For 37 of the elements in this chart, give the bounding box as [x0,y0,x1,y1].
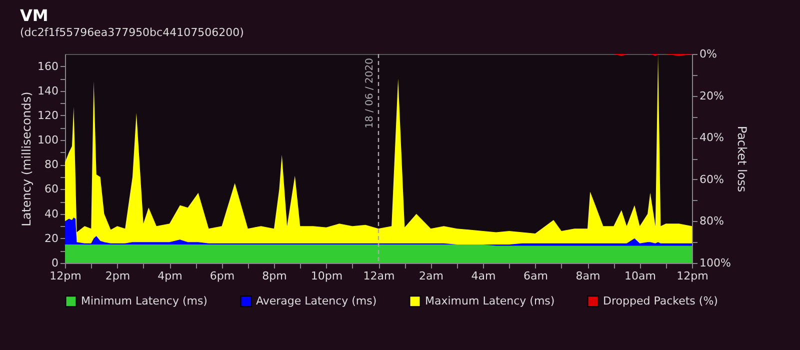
y-tick-label: 140 [38,84,58,98]
y-tick-label: 100 [38,134,58,147]
chart-title: VM [20,6,48,25]
legend-label: Average Latency (ms) [256,294,377,308]
x-tick-label: 8pm [262,270,287,282]
y-tick-label: 20 [44,232,58,245]
legend-label: Maximum Latency (ms) [425,294,555,308]
y2-tick-label: 80% [700,214,724,228]
chart-subtitle: (dc2f1f55796ea377950bc44107506200) [20,26,244,39]
x-tick-label: 2pm [105,270,130,282]
y-axis-title: Latency (milliseconds) [20,92,34,226]
y2-tick-label: 40% [700,131,724,144]
x-tick-label: 4pm [158,270,182,282]
y-tick-label: 120 [38,108,58,122]
ref-line-label: 18 / 06 / 2020 [364,58,376,128]
y-tick-label: 0 [52,256,58,270]
x-tick-label: 4am [471,270,496,282]
x-tick-label: 8am [576,270,600,282]
x-tick-label: 10am [624,270,656,282]
y2-tick-label: 100% [700,256,731,270]
y-tick-label: 40 [44,207,58,220]
x-tick-label: 12am [363,270,395,282]
y-tick-label: 60 [44,182,58,196]
y2-axis-title: Packet loss [734,126,749,192]
x-tick-label: 2am [419,270,444,282]
legend-label: Minimum Latency (ms) [81,294,208,308]
x-tick-label: 10pm [310,270,343,282]
x-tick-label: 12pm [676,270,708,282]
x-tick-label: 12pm [50,270,82,282]
y-tick-label: 80 [44,158,58,172]
x-tick-label: 6pm [210,270,235,282]
y2-tick-label: 0% [700,48,717,60]
legend-label: Dropped Packets (%) [603,294,718,308]
y2-tick-label: 60% [700,172,724,186]
y2-tick-label: 20% [700,89,724,102]
x-tick-label: 6am [524,270,548,282]
y-tick-label: 160 [38,60,58,73]
